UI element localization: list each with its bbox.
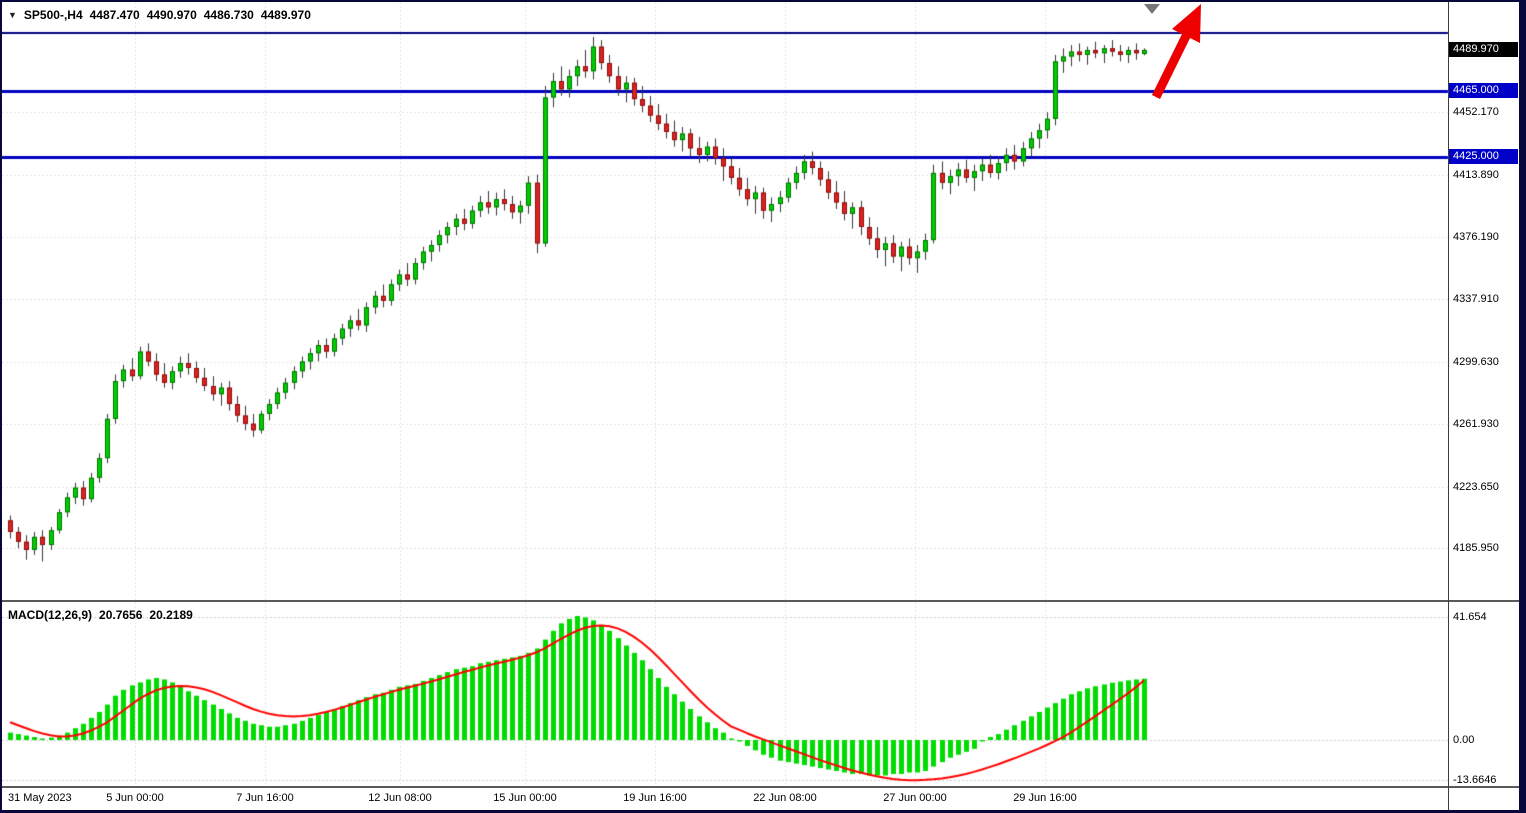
time-axis-label: 22 Jun 08:00 (753, 792, 817, 804)
time-axis-label: 5 Jun 00:00 (106, 792, 164, 804)
price-axis-label: 4261.930 (1453, 417, 1499, 430)
time-axis-label: 19 Jun 16:00 (623, 792, 687, 804)
time-axis-label: 12 Jun 08:00 (368, 792, 432, 804)
macd-axis-label: 0.00 (1453, 734, 1475, 746)
time-axis-label: 29 Jun 16:00 (1013, 792, 1077, 804)
symbol-timeframe-label: SP500-,H4 (23, 8, 83, 22)
price-axis-label: 4337.910 (1453, 293, 1499, 306)
time-axis-label: 27 Jun 00:00 (883, 792, 947, 804)
price-tag: 4465.000 (1449, 82, 1518, 98)
window-border-top (0, 0, 1526, 2)
macd-name: MACD(12,26,9) (8, 608, 93, 622)
ohlc-low-value: 4486.730 (203, 8, 254, 22)
macd-main-value: 20.7656 (99, 608, 143, 622)
ohlc-close-value: 4489.970 (260, 8, 311, 22)
ohlc-high-value: 4490.970 (146, 8, 197, 22)
price-axis-label: 4452.170 (1453, 105, 1499, 118)
pane-separator-macd[interactable] (0, 786, 1519, 788)
ohlc-open-value: 4487.470 (89, 8, 140, 22)
window-border-right (1519, 0, 1526, 813)
price-tag: 4425.000 (1449, 148, 1518, 164)
macd-indicator-label: MACD(12,26,9) 20.7656 20.2189 (8, 608, 193, 622)
macd-signal-value: 20.2189 (149, 608, 193, 622)
price-axis-label: 4299.630 (1453, 356, 1499, 369)
time-axis-label: 7 Jun 16:00 (236, 792, 294, 804)
window-border-bottom (0, 810, 1526, 813)
chart-header: ▼ SP500-,H4 4487.470 4490.970 4486.730 4… (8, 8, 311, 22)
price-axis-label: 4223.650 (1453, 480, 1499, 493)
price-axis-label: 4376.190 (1453, 230, 1499, 243)
window-border-left (0, 0, 2, 813)
price-tag: 4489.970 (1449, 42, 1518, 57)
time-axis-label: 31 May 2023 (8, 792, 72, 804)
pane-separator-main[interactable] (0, 600, 1519, 602)
axis-divider-line (1448, 0, 1449, 810)
price-axis-label: 4413.890 (1453, 168, 1499, 181)
time-axis-label: 15 Jun 00:00 (493, 792, 557, 804)
price-axis-label: 4185.950 (1453, 542, 1499, 555)
chart-collapse-icon[interactable]: ▼ (8, 10, 17, 20)
macd-axis-label: 41.654 (1453, 610, 1487, 623)
macd-axis-label: -13.6646 (1453, 774, 1497, 787)
